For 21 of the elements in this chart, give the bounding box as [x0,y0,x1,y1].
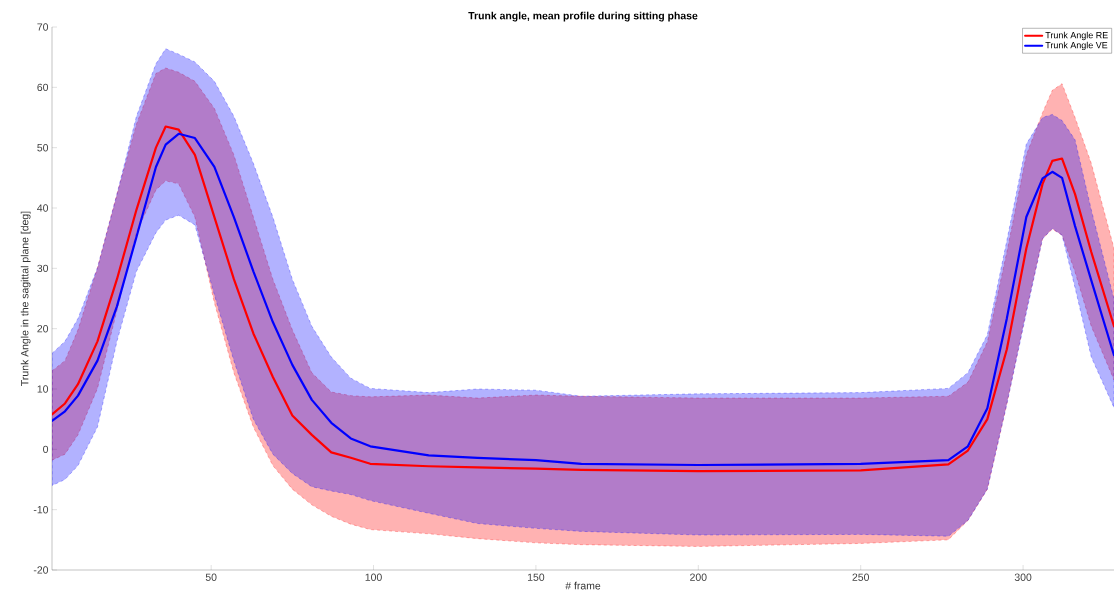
y-tick-label: 60 [37,83,49,92]
x-tick-label: 300 [1014,573,1032,581]
y-tick-label: 10 [37,385,49,393]
y-tick-label: 40 [37,204,49,212]
x-tick-label: 200 [690,573,707,581]
y-tick-label: 50 [37,143,49,152]
x-tick-label: 50 [205,573,217,581]
legend-label: Trunk Angle RE [1045,31,1108,41]
y-tick-label: -10 [33,505,49,514]
y-tick-label: 20 [37,324,49,333]
legend-label: Trunk Angle VE [1045,41,1108,51]
y-tick-label: 30 [37,264,49,273]
y-tick-label: -20 [33,566,49,574]
y-tick-label: 70 [37,23,49,31]
x-tick-label: 100 [365,573,382,581]
x-tick-label: 150 [527,573,545,581]
y-axis-title: Trunk Angle in the sagittal plane [deg] [20,211,31,386]
x-tick-label: 250 [852,573,869,581]
chart-title: Trunk angle, mean profile during sitting phase [468,11,698,22]
y-tick-label: 0 [43,445,49,454]
x-axis-title: # frame [565,581,601,590]
